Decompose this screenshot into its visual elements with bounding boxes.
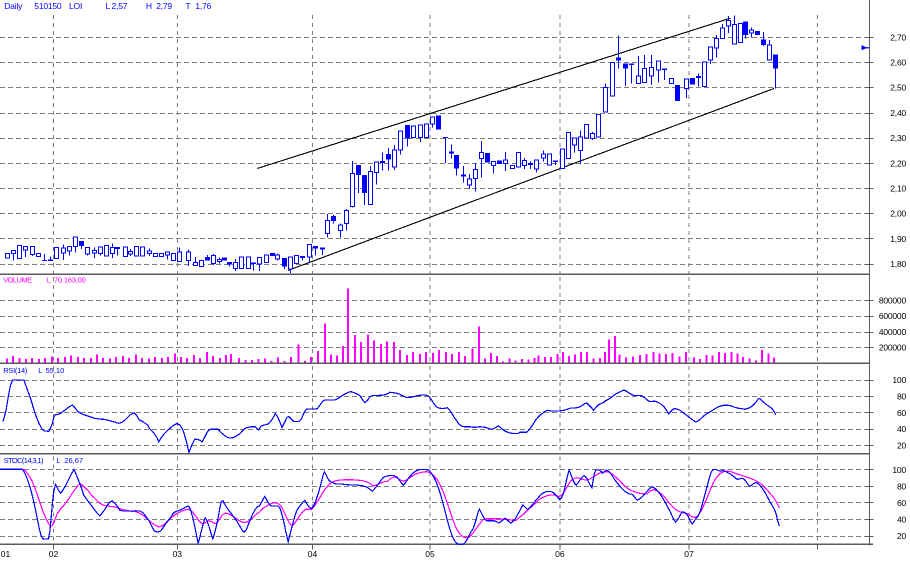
svg-text:80: 80 — [897, 391, 907, 401]
svg-text:STOC(14,3,1): STOC(14,3,1) — [4, 456, 44, 465]
svg-text:1,80: 1,80 — [890, 259, 906, 269]
svg-text:06: 06 — [555, 549, 565, 559]
svg-text:100: 100 — [892, 375, 906, 385]
svg-text:2,60: 2,60 — [890, 58, 906, 68]
svg-text:20: 20 — [897, 441, 907, 451]
svg-text:L: L — [47, 276, 51, 285]
svg-text:2,30: 2,30 — [890, 133, 906, 143]
svg-text:2,79: 2,79 — [156, 1, 172, 11]
svg-text:1,76: 1,76 — [195, 1, 211, 11]
svg-text:2,20: 2,20 — [890, 158, 906, 168]
svg-text:H: H — [146, 1, 152, 11]
svg-text:02: 02 — [49, 549, 59, 559]
svg-text:2,40: 2,40 — [890, 108, 906, 118]
svg-text:55,10: 55,10 — [46, 366, 65, 375]
svg-text:05: 05 — [425, 549, 435, 559]
svg-text:70.163,00: 70.163,00 — [54, 276, 86, 285]
svg-text:2,50: 2,50 — [890, 83, 906, 93]
svg-text:2,00: 2,00 — [890, 209, 906, 219]
svg-text:Daily: Daily — [4, 1, 23, 11]
svg-text:60: 60 — [897, 408, 907, 418]
svg-text:04: 04 — [308, 549, 318, 559]
svg-text:1,90: 1,90 — [890, 234, 906, 244]
svg-text:L: L — [56, 456, 60, 465]
svg-text:40: 40 — [897, 424, 907, 434]
svg-text:400000: 400000 — [879, 327, 907, 337]
svg-text:07: 07 — [684, 549, 694, 559]
svg-text:2,70: 2,70 — [890, 32, 906, 42]
svg-text:2,57: 2,57 — [112, 1, 128, 11]
svg-text:600000: 600000 — [879, 311, 907, 321]
svg-text:01: 01 — [1, 549, 11, 559]
svg-text:VOLUME: VOLUME — [3, 276, 32, 285]
svg-text:T: T — [186, 1, 191, 11]
svg-text:200000: 200000 — [879, 343, 907, 353]
svg-text:100: 100 — [892, 465, 906, 475]
svg-text:L: L — [38, 366, 42, 375]
svg-text:RSI(14): RSI(14) — [3, 366, 28, 375]
svg-text:80: 80 — [897, 481, 907, 491]
svg-text:510150: 510150 — [34, 1, 62, 11]
svg-text:03: 03 — [173, 549, 183, 559]
svg-text:60: 60 — [897, 498, 907, 508]
svg-text:26,67: 26,67 — [64, 456, 83, 465]
svg-text:20: 20 — [897, 531, 907, 541]
svg-text:40: 40 — [897, 514, 907, 524]
svg-text:2,10: 2,10 — [890, 183, 906, 193]
svg-text:L: L — [106, 1, 111, 11]
svg-text:800000: 800000 — [879, 295, 907, 305]
svg-text:LOI: LOI — [69, 1, 82, 11]
